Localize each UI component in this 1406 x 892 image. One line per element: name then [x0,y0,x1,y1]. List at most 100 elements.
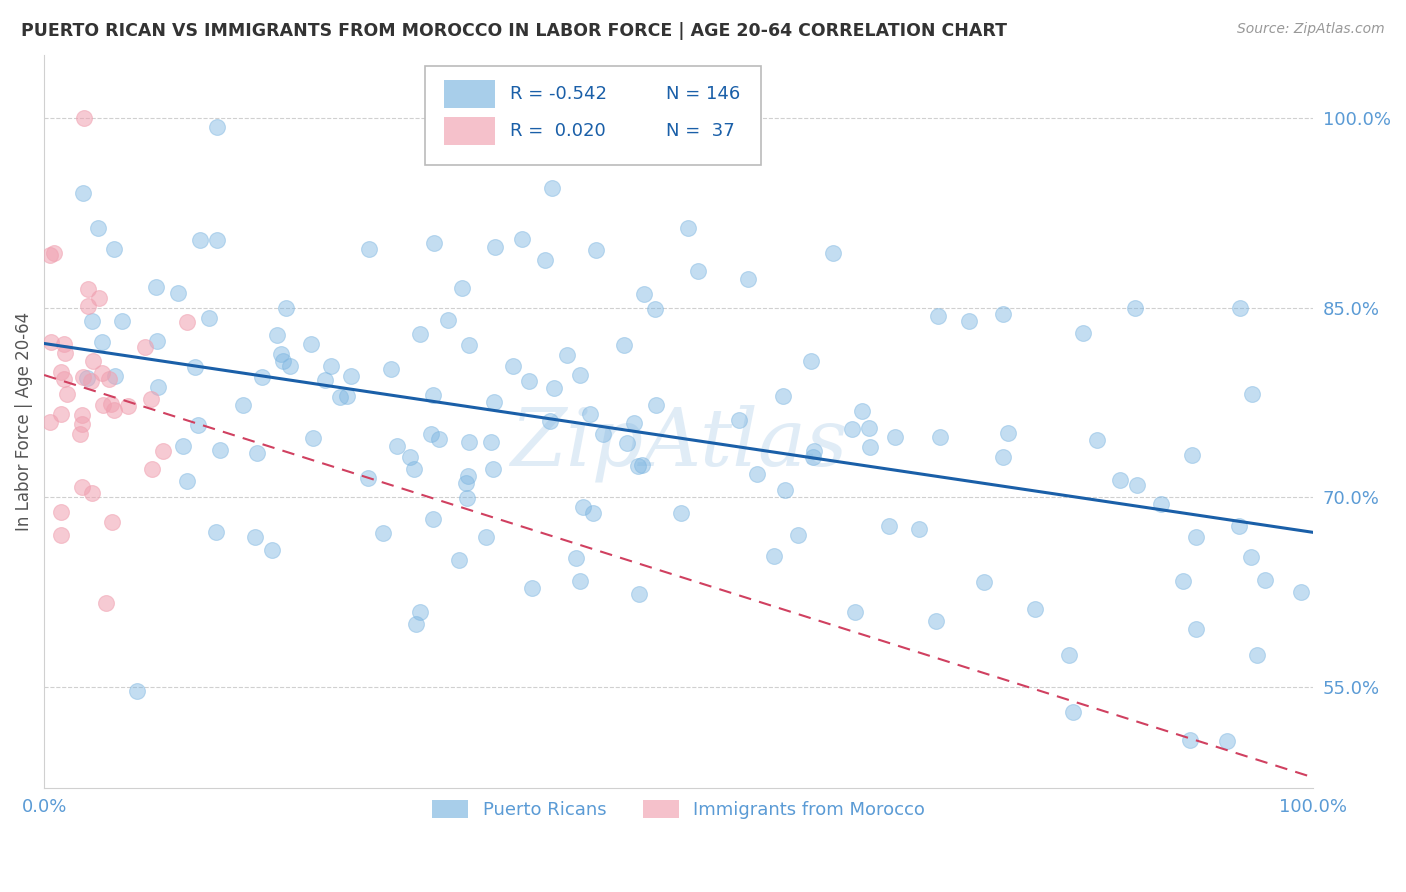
Puerto Ricans [145,279,167,293]
Puerto Ricans [271,354,294,368]
Immigrants from Morocco [52,337,75,351]
Puerto Ricans [517,374,540,388]
Puerto Ricans [973,575,995,590]
Puerto Ricans [207,234,229,248]
Immigrants from Morocco [91,366,114,380]
Puerto Ricans [538,414,561,428]
Immigrants from Morocco [53,346,76,360]
Puerto Ricans [522,581,544,595]
Puerto Ricans [1240,387,1263,401]
Immigrants from Morocco [39,415,62,429]
Immigrants from Morocco [141,461,163,475]
Immigrants from Morocco [77,299,100,313]
Puerto Ricans [627,458,650,473]
Puerto Ricans [314,373,336,387]
FancyBboxPatch shape [425,66,761,165]
Puerto Ricans [858,421,880,435]
Text: N =  37: N = 37 [666,121,735,140]
Puerto Ricans [737,271,759,285]
Puerto Ricans [644,397,666,411]
Puerto Ricans [800,354,823,368]
Text: Source: ZipAtlas.com: Source: ZipAtlas.com [1237,22,1385,37]
Puerto Ricans [209,442,232,457]
Puerto Ricans [1057,648,1080,662]
Immigrants from Morocco [56,387,79,401]
Immigrants from Morocco [134,340,156,354]
Text: ZipAtlas: ZipAtlas [510,405,848,483]
Puerto Ricans [541,181,564,195]
Puerto Ricans [1178,732,1201,747]
Immigrants from Morocco [103,403,125,417]
Puerto Ricans [457,469,479,483]
Puerto Ricans [925,614,948,628]
Puerto Ricans [1173,574,1195,589]
Text: R = -0.542: R = -0.542 [510,85,607,103]
Puerto Ricans [125,684,148,698]
Puerto Ricans [1062,705,1084,719]
Puerto Ricans [321,359,343,374]
Puerto Ricans [585,243,607,257]
Puerto Ricans [104,369,127,384]
Puerto Ricans [76,371,98,385]
Puerto Ricans [1240,549,1263,564]
Puerto Ricans [479,434,502,449]
Puerto Ricans [993,450,1015,465]
Legend: Puerto Ricans, Immigrants from Morocco: Puerto Ricans, Immigrants from Morocco [425,793,932,827]
Immigrants from Morocco [176,315,198,329]
Puerto Ricans [205,120,228,134]
Puerto Ricans [103,242,125,256]
Puerto Ricans [270,347,292,361]
Immigrants from Morocco [80,486,103,500]
Puerto Ricans [456,491,478,505]
FancyBboxPatch shape [444,80,495,108]
Immigrants from Morocco [39,334,62,349]
Puerto Ricans [844,606,866,620]
Puerto Ricans [569,574,592,588]
Puerto Ricans [1184,530,1206,544]
Puerto Ricans [482,462,505,476]
Puerto Ricans [187,418,209,433]
Puerto Ricans [543,381,565,395]
Puerto Ricans [997,425,1019,440]
Puerto Ricans [198,311,221,326]
Puerto Ricans [957,314,980,328]
Puerto Ricans [82,314,104,328]
Puerto Ricans [628,587,651,601]
Immigrants from Morocco [98,372,121,386]
Puerto Ricans [676,221,699,235]
FancyBboxPatch shape [444,117,495,145]
Puerto Ricans [423,235,446,250]
Puerto Ricans [851,404,873,418]
Puerto Ricans [373,526,395,541]
Puerto Ricans [278,359,301,373]
Puerto Ricans [502,359,524,373]
Immigrants from Morocco [117,399,139,413]
Immigrants from Morocco [70,480,93,494]
Puerto Ricans [172,439,194,453]
Puerto Ricans [1254,573,1277,587]
Puerto Ricans [429,432,451,446]
Puerto Ricans [1229,301,1251,315]
Puerto Ricans [569,368,592,382]
Puerto Ricans [422,387,444,401]
Puerto Ricans [409,605,432,619]
Puerto Ricans [745,467,768,481]
Puerto Ricans [398,450,420,464]
Puerto Ricans [266,328,288,343]
Puerto Ricans [336,389,359,403]
Puerto Ricans [72,186,94,200]
Puerto Ricans [409,326,432,341]
Immigrants from Morocco [94,596,117,610]
Puerto Ricans [616,436,638,450]
Text: PUERTO RICAN VS IMMIGRANTS FROM MOROCCO IN LABOR FORCE | AGE 20-64 CORRELATION C: PUERTO RICAN VS IMMIGRANTS FROM MOROCCO … [21,22,1007,40]
Immigrants from Morocco [42,246,65,260]
Puerto Ricans [510,231,533,245]
Immigrants from Morocco [49,528,72,542]
Puerto Ricans [772,389,794,403]
Puerto Ricans [246,445,269,459]
Puerto Ricans [592,426,614,441]
Puerto Ricans [205,524,228,539]
Puerto Ricans [405,617,427,632]
Puerto Ricans [357,470,380,484]
Puerto Ricans [1184,622,1206,636]
